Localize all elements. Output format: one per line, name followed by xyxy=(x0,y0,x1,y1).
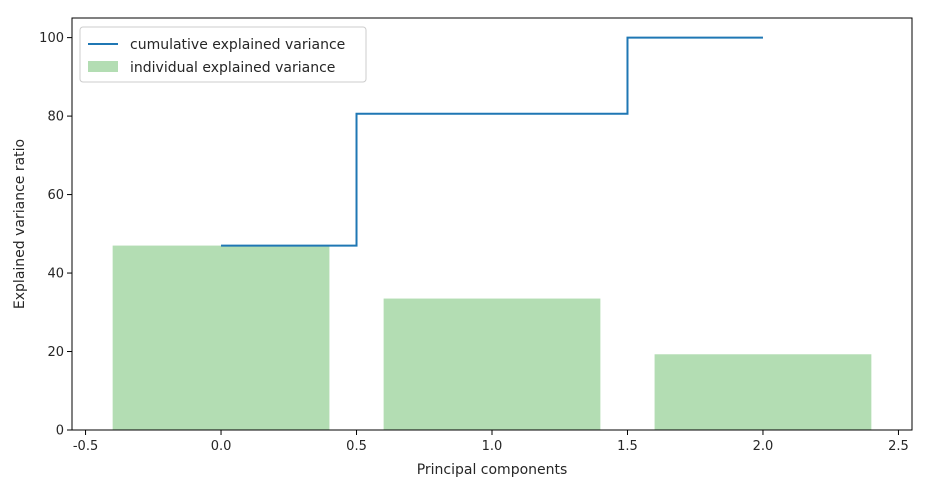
line-layer xyxy=(221,36,763,247)
y-tick-label: 60 xyxy=(47,188,64,203)
y-tick-label: 20 xyxy=(47,345,64,360)
x-tick-label: 1.0 xyxy=(482,439,503,454)
bar-pc-0 xyxy=(112,245,330,430)
bars-layer xyxy=(112,245,872,430)
x-tick-label: 0.5 xyxy=(346,439,367,454)
y-axis-ticks: 0 20 40 60 80 100 xyxy=(39,31,72,439)
legend-line-label: cumulative explained variance xyxy=(130,37,345,53)
x-axis-ticks: -0.5 0.0 0.5 1.0 1.5 2.0 2.5 xyxy=(73,430,909,454)
legend-bar-label: individual explained variance xyxy=(130,60,335,76)
y-tick-label: 80 xyxy=(47,110,64,125)
y-tick-label: 0 xyxy=(56,424,64,439)
x-tick-label: -0.5 xyxy=(73,439,98,454)
bar-pc-2 xyxy=(654,354,872,430)
bar-pc-1 xyxy=(383,298,601,430)
y-axis-label: Explained variance ratio xyxy=(12,139,28,309)
legend-box xyxy=(79,26,367,83)
cumulative-variance-step-line xyxy=(221,36,763,247)
x-axis-label: Principal components xyxy=(417,462,568,478)
legend-bar-swatch xyxy=(88,61,118,72)
y-tick-label: 40 xyxy=(47,267,64,282)
x-tick-label: 1.5 xyxy=(617,439,638,454)
x-tick-label: 0.0 xyxy=(211,439,232,454)
x-tick-label: 2.0 xyxy=(753,439,774,454)
x-tick-label: 2.5 xyxy=(888,439,909,454)
y-tick-label: 100 xyxy=(39,31,64,46)
legend: cumulative explained variance individual… xyxy=(79,26,367,83)
